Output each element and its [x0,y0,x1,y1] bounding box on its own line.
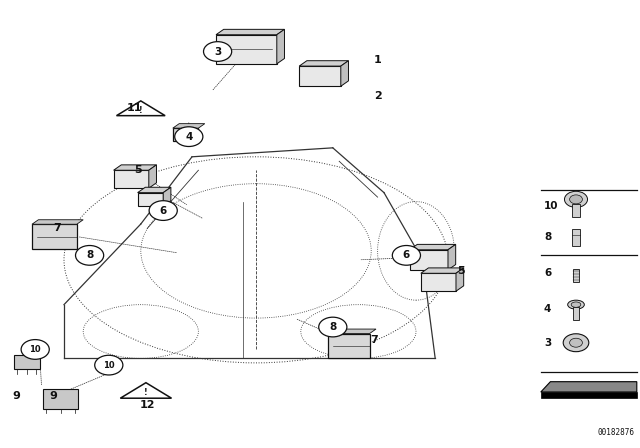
Bar [138,193,163,206]
Text: !: ! [144,388,148,397]
Text: 9: 9 [49,392,57,401]
Circle shape [21,340,49,359]
Text: 10: 10 [544,201,559,211]
Polygon shape [148,165,156,188]
Text: 8: 8 [86,250,93,260]
Bar [572,229,580,246]
Text: 3: 3 [544,338,551,348]
Circle shape [563,334,589,352]
Text: 4: 4 [185,132,193,142]
Text: 7: 7 [371,336,378,345]
Polygon shape [116,101,165,116]
Polygon shape [277,29,285,64]
Text: 12: 12 [140,401,155,410]
Bar [14,355,40,369]
Bar [573,269,579,282]
Text: 1: 1 [374,56,381,65]
Bar [216,34,276,64]
Polygon shape [410,244,456,250]
Bar [32,224,77,249]
Circle shape [570,195,582,204]
Text: 6: 6 [159,206,167,215]
Polygon shape [328,329,376,333]
Ellipse shape [572,302,581,307]
Polygon shape [340,61,349,86]
Polygon shape [421,268,463,273]
Bar [173,128,198,141]
Text: 11: 11 [127,103,142,112]
Bar [44,388,79,409]
Text: 4: 4 [544,304,552,314]
Bar [300,66,341,86]
Text: 5: 5 [134,165,141,175]
Circle shape [204,42,232,61]
Polygon shape [456,268,463,291]
Text: 9: 9 [13,392,20,401]
Text: 7: 7 [54,224,61,233]
Text: 6: 6 [403,250,410,260]
Circle shape [392,246,420,265]
Circle shape [564,191,588,207]
Circle shape [95,355,123,375]
Polygon shape [216,29,285,35]
Circle shape [175,127,203,146]
Polygon shape [173,124,205,128]
Text: 10: 10 [29,345,41,354]
Polygon shape [448,244,456,270]
Circle shape [149,201,177,220]
Circle shape [76,246,104,265]
Polygon shape [32,220,83,224]
Bar [572,204,580,217]
Text: 8: 8 [544,233,551,242]
Polygon shape [541,382,637,392]
Circle shape [319,317,347,337]
Polygon shape [300,61,349,66]
Text: 3: 3 [214,47,221,56]
Text: 8: 8 [329,322,337,332]
Polygon shape [163,187,171,206]
Bar [421,273,456,291]
Bar [573,307,579,320]
Polygon shape [138,187,171,193]
Text: 10: 10 [103,361,115,370]
Polygon shape [120,383,172,398]
Bar [114,170,148,188]
Text: 2: 2 [374,91,381,101]
Bar [328,333,370,358]
Circle shape [570,338,582,347]
Text: 00182876: 00182876 [598,428,635,437]
Polygon shape [114,165,156,170]
Bar [541,392,637,398]
Text: 6: 6 [544,268,551,278]
Ellipse shape [568,300,584,309]
Text: 5: 5 [457,266,465,276]
Text: !: ! [139,106,143,115]
Bar [410,250,448,270]
